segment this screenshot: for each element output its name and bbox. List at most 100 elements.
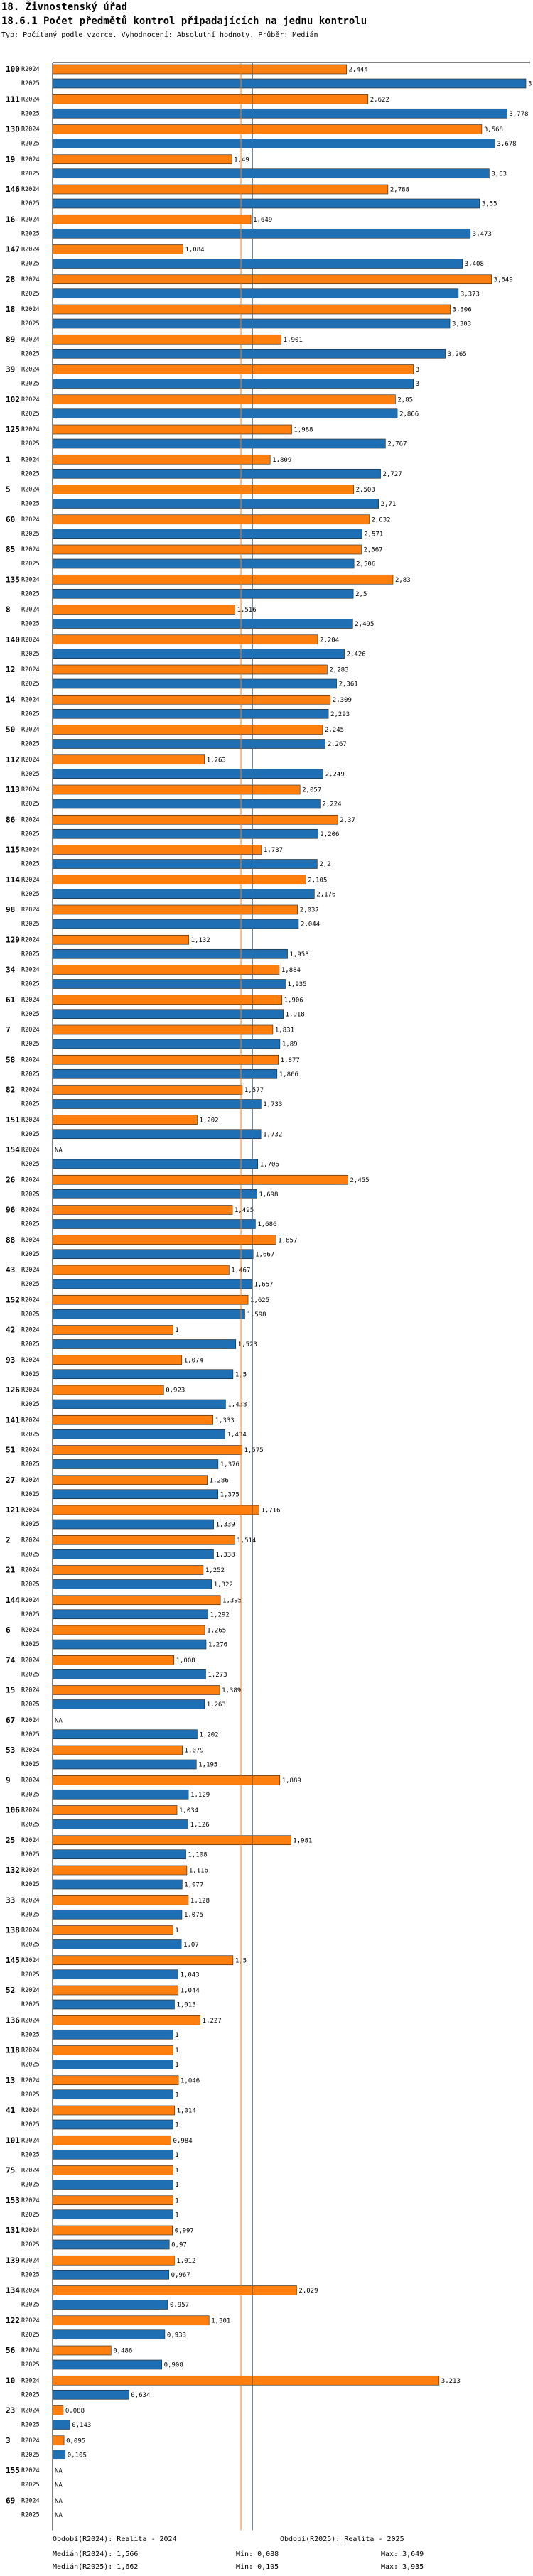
series-label: R2025 bbox=[21, 411, 40, 418]
value-label: 1,013 bbox=[176, 2002, 195, 2009]
value-label: 0,634 bbox=[131, 2392, 150, 2399]
value-label: 1,733 bbox=[263, 1101, 282, 1108]
bar-r2025 bbox=[52, 2029, 173, 2040]
series-label: R2025 bbox=[21, 2332, 40, 2339]
category-label: 12 bbox=[6, 665, 15, 674]
category-label: 88 bbox=[6, 1235, 15, 1245]
bar-r2024 bbox=[52, 1294, 249, 1305]
bar-r2025 bbox=[52, 228, 471, 239]
bar-r2025 bbox=[52, 1489, 219, 1500]
series-label: R2024 bbox=[21, 1027, 40, 1034]
bar-r2024 bbox=[52, 1115, 198, 1125]
bar-r2025 bbox=[52, 678, 337, 689]
series-label: R2025 bbox=[21, 2001, 40, 2008]
value-label: 1,333 bbox=[215, 1417, 235, 1424]
value-label: 1,809 bbox=[272, 457, 291, 464]
value-label: 1,737 bbox=[264, 847, 283, 854]
category-label: 151 bbox=[6, 1115, 20, 1125]
value-label: 0,923 bbox=[166, 1387, 185, 1395]
bar-r2025 bbox=[52, 2359, 162, 2370]
bar-r2024 bbox=[52, 184, 389, 195]
series-label: R2025 bbox=[21, 2091, 40, 2099]
value-label: 2,057 bbox=[302, 787, 321, 794]
category-label: 111 bbox=[6, 94, 20, 104]
category-label: 86 bbox=[6, 815, 16, 824]
value-label: 1,732 bbox=[263, 1131, 282, 1138]
category-label: 61 bbox=[6, 995, 16, 1005]
value-label: 2,37 bbox=[340, 817, 355, 824]
bar-r2025 bbox=[52, 2300, 168, 2310]
series-label: R2025 bbox=[21, 951, 40, 958]
value-label: 2,5 bbox=[355, 591, 367, 598]
value-label: 2,767 bbox=[387, 441, 407, 448]
series-label: R2025 bbox=[21, 2241, 40, 2248]
bar-r2025 bbox=[52, 2239, 170, 2250]
bar-r2025 bbox=[52, 1399, 226, 1409]
category-label: 52 bbox=[6, 1986, 15, 1995]
value-label: 1,698 bbox=[259, 1191, 278, 1198]
value-label: 1 bbox=[175, 2197, 178, 2204]
series-label: R2024 bbox=[21, 2347, 40, 2354]
value-label: NA bbox=[55, 1147, 63, 1154]
min-2025: Min: 0,105 bbox=[236, 2563, 279, 2571]
category-label: 14 bbox=[6, 695, 16, 704]
bar-r2025 bbox=[52, 259, 463, 269]
category-label: 19 bbox=[6, 155, 15, 164]
bar-r2024 bbox=[52, 904, 298, 915]
series-label: R2025 bbox=[21, 621, 40, 628]
category-label: 134 bbox=[6, 2286, 20, 2295]
category-label: 106 bbox=[6, 1806, 20, 1815]
category-label: 7 bbox=[6, 1025, 11, 1034]
value-label: 0,143 bbox=[72, 2422, 91, 2429]
category-label: 27 bbox=[6, 1476, 15, 1485]
bar-r2024 bbox=[52, 2105, 175, 2116]
value-label: 1,265 bbox=[207, 1628, 226, 1635]
value-label: 2,495 bbox=[355, 621, 374, 628]
bar-r2025 bbox=[52, 799, 321, 809]
value-label: 1,074 bbox=[184, 1357, 203, 1364]
category-label: 147 bbox=[6, 245, 20, 254]
value-label: 0,97 bbox=[171, 2242, 187, 2249]
bar-r2025 bbox=[52, 288, 459, 299]
bar-r2024 bbox=[52, 2345, 112, 2356]
series-label: R2025 bbox=[21, 830, 40, 838]
series-label: R2024 bbox=[21, 1417, 40, 1424]
bar-r2024 bbox=[52, 1835, 291, 1846]
value-label: 1,495 bbox=[235, 1207, 254, 1214]
bar-r2024 bbox=[52, 94, 369, 104]
value-label: 1 bbox=[175, 2091, 178, 2099]
value-label: 1,292 bbox=[210, 1611, 230, 1618]
series-label: R2025 bbox=[21, 681, 40, 688]
bar-r2025 bbox=[52, 2389, 129, 2400]
bar-r2025 bbox=[52, 979, 286, 989]
series-label: R2024 bbox=[21, 816, 40, 823]
series-label: R2024 bbox=[21, 216, 40, 223]
series-label: R2024 bbox=[21, 546, 40, 553]
value-label: 1,044 bbox=[181, 1988, 200, 1995]
value-label: 1,598 bbox=[247, 1311, 266, 1319]
series-label: R2024 bbox=[21, 2467, 40, 2474]
series-label: R2025 bbox=[21, 2511, 40, 2518]
category-label: 23 bbox=[6, 2406, 15, 2415]
value-label: 2,037 bbox=[300, 907, 319, 914]
min-2024: Min: 0,088 bbox=[236, 2550, 279, 2558]
series-label: R2024 bbox=[21, 1237, 40, 1244]
bar-r2024 bbox=[52, 1925, 173, 1935]
value-label: 3,303 bbox=[452, 321, 471, 328]
value-label: 2,567 bbox=[363, 547, 382, 554]
value-label: NA bbox=[55, 2498, 63, 2505]
series-label: R2025 bbox=[21, 2271, 40, 2278]
series-label: R2025 bbox=[21, 200, 40, 207]
bar-r2024 bbox=[52, 274, 492, 285]
value-label: 2,444 bbox=[349, 67, 368, 74]
legend-2025: Období(R2025): Realita - 2025 bbox=[280, 2536, 404, 2543]
series-label: R2025 bbox=[21, 1671, 40, 1678]
value-label: 1,686 bbox=[257, 1221, 276, 1228]
median-2025: Medián(R2025): 1,662 bbox=[53, 2563, 139, 2571]
value-label: 1,126 bbox=[190, 1822, 210, 1829]
value-label: 1,376 bbox=[220, 1461, 239, 1468]
series-label: R2024 bbox=[21, 967, 40, 974]
bar-r2025 bbox=[52, 1669, 206, 1679]
bar-r2024 bbox=[52, 544, 362, 555]
series-label: R2024 bbox=[21, 847, 40, 854]
